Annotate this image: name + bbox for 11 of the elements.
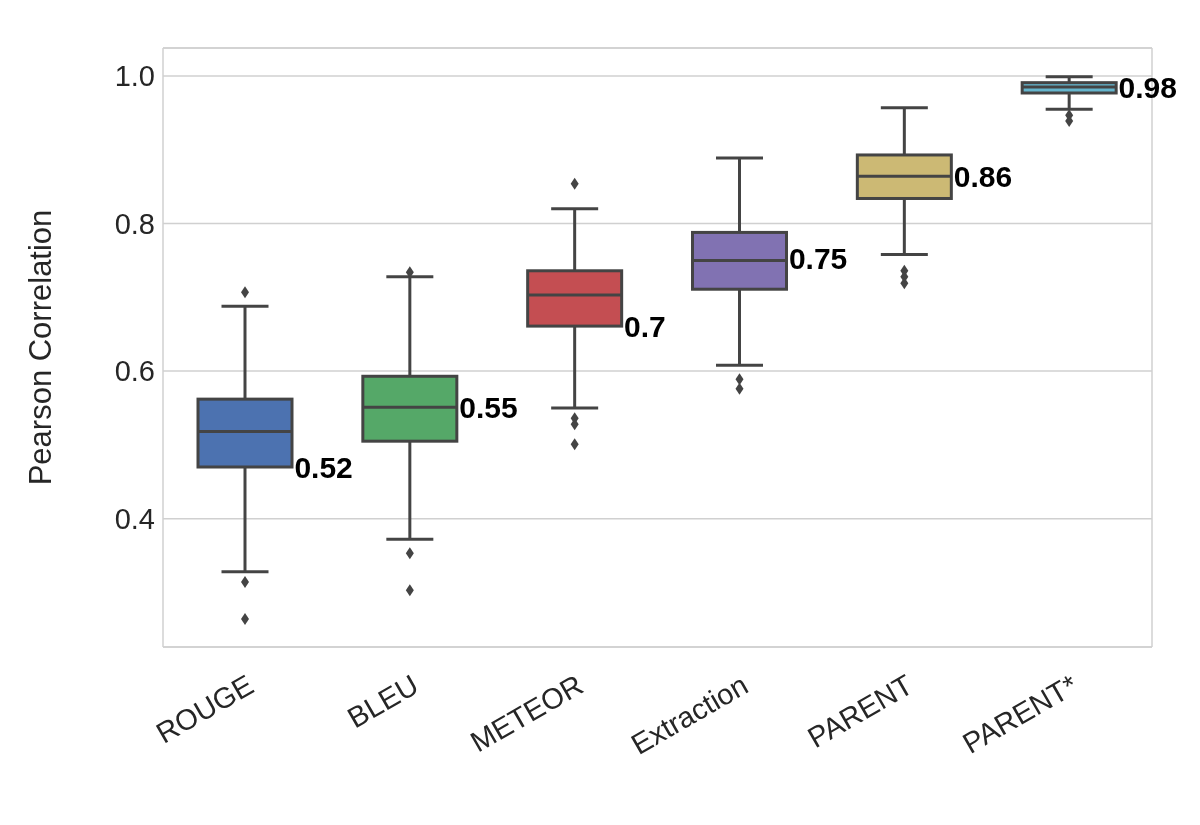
annotation: 0.7: [624, 309, 666, 343]
annotation: 0.55: [459, 390, 518, 424]
annotation: 0.75: [788, 241, 848, 275]
y-axis-title: Pearson Correlation: [23, 209, 59, 486]
y-tick-label: 1.0: [114, 60, 155, 93]
y-tick-label: 0.8: [114, 207, 155, 240]
y-tick-label: 0.4: [114, 502, 155, 535]
annotation: 0.52: [294, 450, 353, 484]
y-tick-label: 0.6: [114, 355, 155, 388]
annotation: 0.86: [953, 159, 1013, 193]
annotation: 0.98: [1118, 70, 1177, 104]
